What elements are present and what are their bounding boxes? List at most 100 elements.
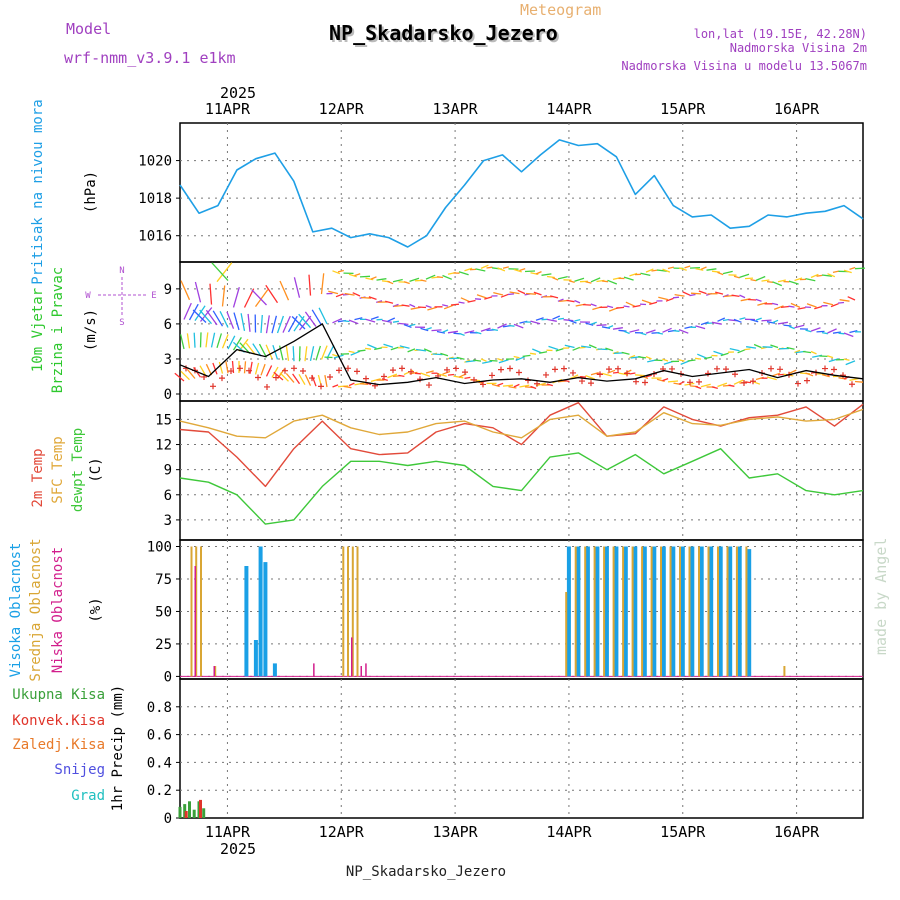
wind-arrow [460,297,471,303]
gust-marker [408,368,414,375]
high-cloud-bar [747,549,752,677]
wind-arrow [849,329,858,334]
credit-text: made by Angel [872,538,890,655]
wind-arrow [465,360,476,363]
wind-arrow [258,343,268,358]
wind-arrow [179,334,185,350]
wind-arrow [254,289,269,307]
wind-arrow [788,280,799,285]
wind-arrow [729,347,740,352]
cloud-label-low: Niska Oblacnost [50,547,66,673]
wind-arrow [525,292,537,295]
wind-arrow [612,371,620,374]
precip-ytick-label: 0.2 [147,783,172,799]
wind-arrow [753,343,762,349]
wind-arrow [350,350,361,356]
gust-marker [282,367,288,374]
gust-marker [390,367,396,374]
wind-arrow [555,347,564,352]
wind-arrow [739,317,746,320]
wind-arrow [226,311,235,329]
precip-bar [178,806,182,818]
mid-cloud-bar [622,546,625,677]
wind-arrow [810,327,821,332]
wind-arrow [640,272,651,277]
cloud-ytick-label: 50 [155,604,172,620]
wind-arrow [243,361,247,374]
wind-arrow [232,287,240,308]
wind-arrow [568,280,575,284]
wind-arrow [585,322,594,326]
wind-arrow [810,350,817,355]
wind-arrow [733,379,744,385]
wind-arrow [276,315,285,334]
wind-arrow [574,299,581,304]
wind-ytick-label: 6 [164,317,172,333]
elevation-text: Nadmorska Visina 2m [730,41,867,55]
precip-unit: 1hr Precip (mm) [110,685,126,811]
temp-ytick-label: 3 [164,513,172,529]
wind-arrow [539,351,548,354]
wind-arrow [199,332,202,348]
bottom-tick-label: 13APR [433,823,479,841]
wind-arrow [773,305,784,311]
wind-arrow [500,293,509,298]
wind-arrow [711,386,718,390]
wind-arrow [790,302,801,308]
gust-marker [633,378,639,385]
wind-arrow [731,294,740,298]
top-tick-label: 12APR [319,100,365,118]
gust-marker [327,374,333,381]
wind-arrow [507,293,515,296]
wind-arrow [332,318,342,324]
wind-arrow [233,312,240,331]
wind-arrow [786,346,795,350]
wind-arrow [684,265,691,269]
mid-cloud-bar [641,546,644,677]
wind-arrow [497,267,506,272]
wind-arrow [524,270,536,273]
wind-arrow [673,330,680,332]
wind-arrow [832,270,839,274]
cloud-label-high: Visoka Oblacnost [8,543,24,678]
wind-arrow [739,273,750,279]
wind-ytick-label: 3 [164,352,172,368]
pressure-label: Pritisak na nivou mora [30,99,46,284]
wind-arrow [476,294,487,299]
wind-arrow [385,300,394,304]
cloud-ytick-label: 25 [155,637,172,653]
temp-ytick-label: 6 [164,488,172,504]
wind-arrow [194,281,202,303]
wind-arrow [383,343,394,348]
wind-arrow [717,317,726,322]
high-cloud-bar [671,546,676,677]
wind-arrow [265,365,273,377]
wind-arrow [486,266,493,269]
wind-arrow [843,332,854,338]
wind-arrow [193,332,196,348]
wind-arrow [491,328,499,332]
wind-arrow [788,325,795,330]
wind-arrow [186,368,196,379]
wind-arrow [623,276,634,281]
wind-arrow [254,362,260,375]
gust-marker [732,371,738,378]
wind-arrow [436,276,444,279]
wind-arrow [574,277,585,282]
wind-arrow [443,304,454,310]
wind-arrow [772,302,779,306]
bottom-tick-label: 12APR [319,823,365,841]
wind-arrow [335,293,344,298]
wind-arrow [645,268,654,273]
gust-marker [480,381,486,388]
wind-arrow [640,332,647,336]
wind-arrow [601,280,609,283]
wind-arrow [695,357,702,360]
temp-label-dewpt: dewpt Temp [70,428,86,512]
wind-arrow [563,319,574,322]
mid-cloud-bar [698,546,700,677]
wind-arrow [365,318,376,323]
wind-arrow [838,332,845,335]
gust-marker [264,383,270,390]
wind-arrow [348,350,355,354]
